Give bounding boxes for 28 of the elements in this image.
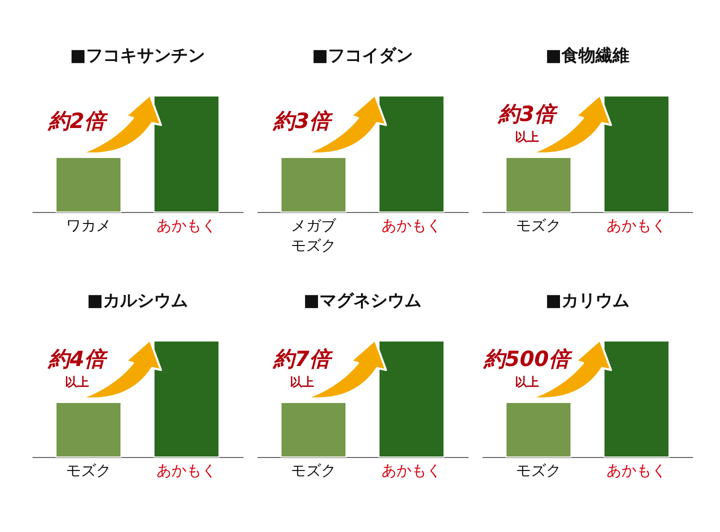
- x-tick-label: モズク: [516, 216, 561, 234]
- annotation: 以上: [515, 130, 539, 144]
- chart-title: ■マグネシウム: [303, 291, 422, 311]
- x-tick-label: あかもく: [156, 216, 216, 234]
- annotation: 約4倍: [46, 347, 108, 371]
- annotation: 約7倍: [272, 347, 334, 371]
- annotation: 以上: [515, 375, 539, 389]
- x-tick-label: あかもく: [382, 216, 442, 234]
- x-tick-label: モズク: [66, 462, 111, 480]
- annotation: 約3倍: [272, 109, 334, 133]
- x-tick-label: あかもく: [156, 462, 216, 480]
- x-tick-label: あかもく: [606, 216, 666, 234]
- x-tick-label: ワカメ: [66, 216, 111, 234]
- annotation: 以上: [65, 375, 89, 389]
- annotation: 約2倍: [46, 109, 108, 133]
- chart-title: ■カルシウム: [86, 291, 188, 311]
- annotation: 約3倍: [496, 102, 558, 126]
- chart-title: ■カリウム: [545, 291, 630, 311]
- x-tick-label: あかもく: [606, 462, 666, 480]
- chart-title: ■フコイダン: [312, 46, 414, 66]
- x-tick-label: メガブモズク: [291, 216, 337, 254]
- annotation: 約500倍: [482, 347, 573, 371]
- x-tick-label: モズク: [291, 462, 336, 480]
- chart-title: ■食物繊維: [545, 46, 630, 66]
- chart-title: ■フコキサンチン: [70, 46, 206, 66]
- x-tick-label: あかもく: [382, 462, 442, 480]
- x-tick-label: モズク: [516, 462, 561, 480]
- annotation: 以上: [290, 375, 314, 389]
